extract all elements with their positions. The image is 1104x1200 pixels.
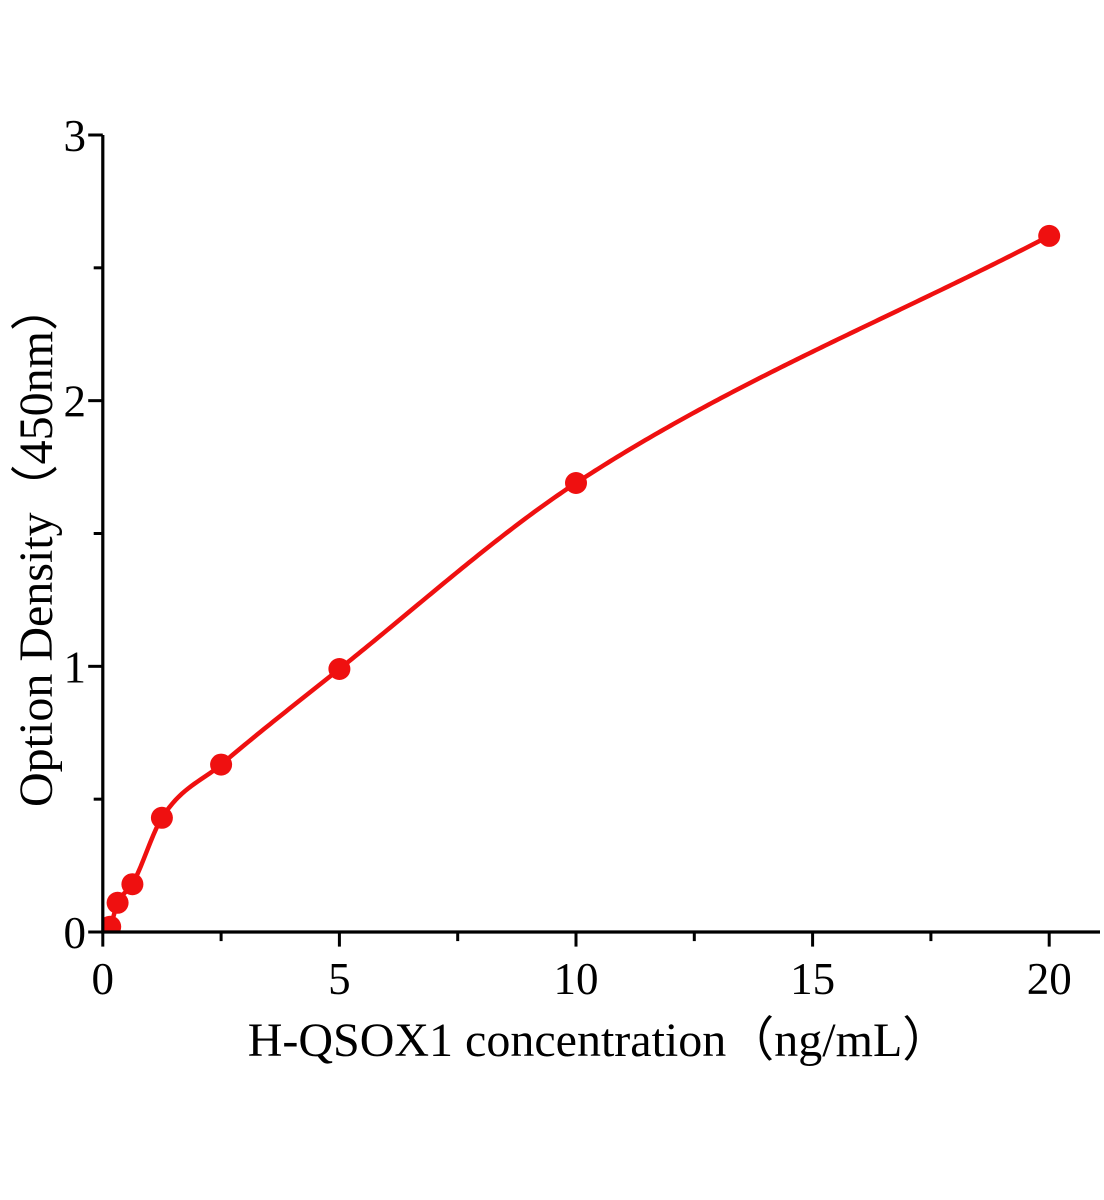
x-tick-label: 0 [92,954,115,1004]
y-tick-label: 0 [64,908,87,958]
x-tick-label: 15 [790,954,835,1004]
data-point [150,806,173,829]
y-tick-label: 1 [64,642,87,692]
data-point [210,753,233,776]
series-layer [103,224,1061,932]
data-point [106,891,129,914]
data-point [103,915,122,932]
data-point [1038,224,1061,247]
fit-curve [103,233,1052,932]
x-tick-label: 10 [554,954,599,1004]
x-axis-title: H-QSOX1 concentration（ng/mL） [248,1014,951,1067]
x-tick-label: 20 [1027,954,1072,1004]
data-point [121,873,144,896]
y-tick-label: 2 [64,377,87,427]
tick-label-layer: 0 5 10 15 20 0 1 2 3 [64,111,1072,1004]
y-tick-label: 3 [64,111,87,161]
axes-layer [88,133,1100,947]
x-tick-label: 5 [328,954,351,1004]
data-point [328,658,351,680]
data-point [565,472,587,494]
y-axis-title: Option Density（450nm） [10,283,63,807]
